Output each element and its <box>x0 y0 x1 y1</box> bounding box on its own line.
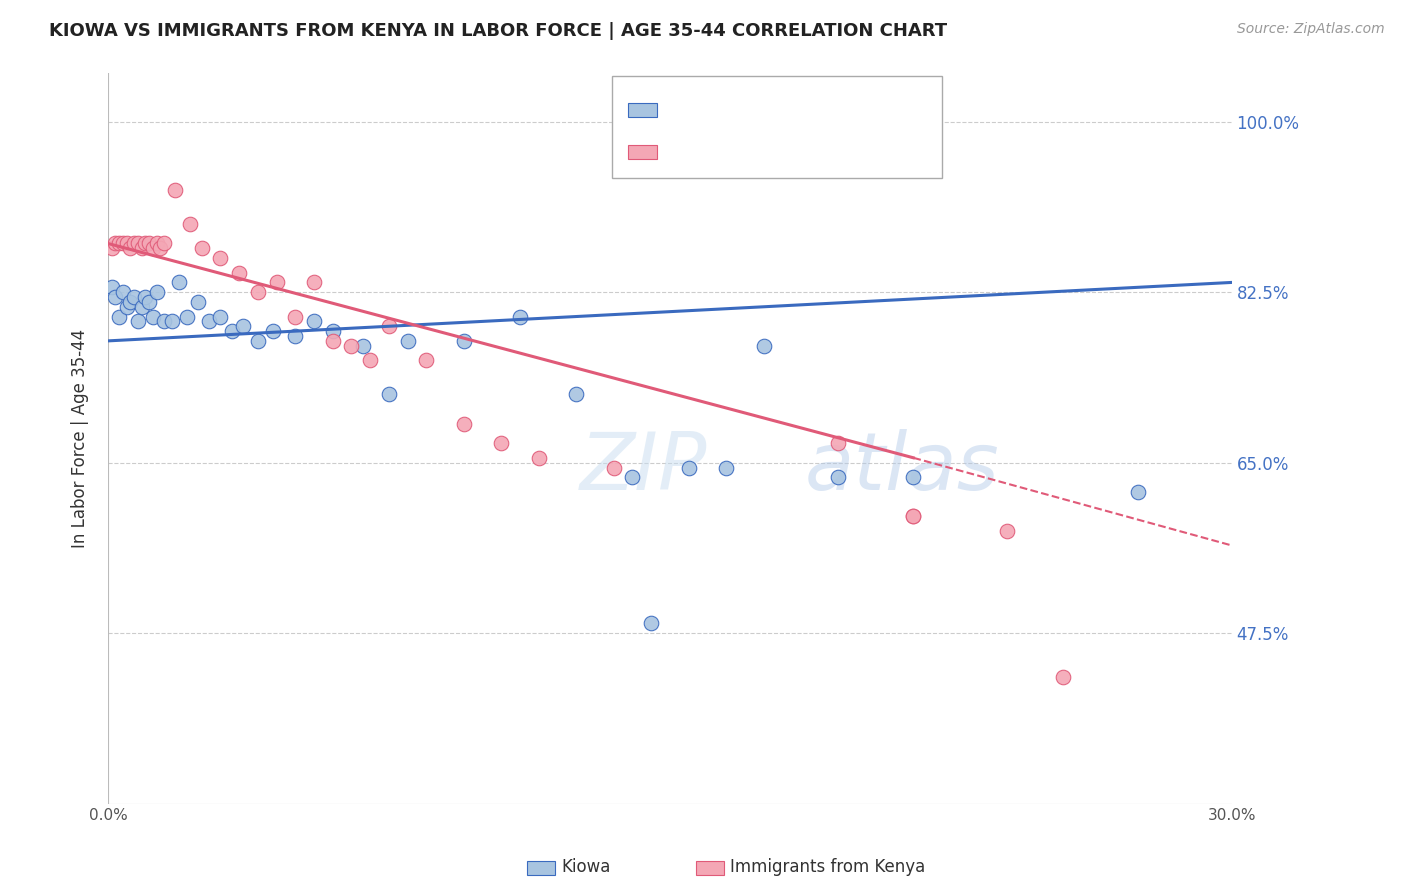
Point <box>302 276 325 290</box>
Text: Immigrants from Kenya: Immigrants from Kenya <box>730 858 925 876</box>
Point <box>120 241 142 255</box>
Point <box>228 266 250 280</box>
Point <box>127 236 149 251</box>
Text: N = 41: N = 41 <box>797 101 859 119</box>
Text: atlas: atlas <box>804 428 1000 507</box>
Point <box>509 310 531 324</box>
Point <box>108 310 131 324</box>
Point <box>1052 670 1074 684</box>
Point <box>153 236 176 251</box>
Point <box>160 314 183 328</box>
Point <box>104 290 127 304</box>
Point <box>827 436 849 450</box>
Point <box>179 217 201 231</box>
Point <box>453 417 475 431</box>
Point <box>131 300 153 314</box>
Point <box>120 294 142 309</box>
Point <box>322 324 344 338</box>
Point <box>415 353 437 368</box>
Point <box>827 470 849 484</box>
Point <box>232 319 254 334</box>
Point <box>284 329 307 343</box>
Point <box>131 241 153 255</box>
Point <box>142 310 165 324</box>
Point <box>640 616 662 631</box>
Point <box>134 236 156 251</box>
Point <box>165 183 187 197</box>
Text: R =: R = <box>668 101 699 119</box>
Point <box>134 290 156 304</box>
Point <box>262 324 284 338</box>
Point <box>115 236 138 251</box>
Point <box>149 241 172 255</box>
Point <box>221 324 243 338</box>
Point <box>209 251 232 265</box>
Point <box>246 285 269 300</box>
Point <box>167 276 190 290</box>
Point <box>322 334 344 348</box>
Point <box>111 285 134 300</box>
Point <box>142 241 165 255</box>
Text: R =: R = <box>668 143 699 161</box>
Point <box>340 339 363 353</box>
Point <box>752 339 775 353</box>
Point <box>359 353 381 368</box>
Text: N = 39: N = 39 <box>797 143 859 161</box>
Point <box>903 470 925 484</box>
Point <box>352 339 374 353</box>
Point <box>995 524 1018 538</box>
Point <box>138 294 160 309</box>
Text: Kiowa: Kiowa <box>561 858 610 876</box>
Point <box>621 470 644 484</box>
Point <box>108 236 131 251</box>
Text: -0.509: -0.509 <box>710 143 769 161</box>
Point <box>714 460 737 475</box>
Y-axis label: In Labor Force | Age 35-44: In Labor Force | Age 35-44 <box>72 329 89 548</box>
Point <box>115 300 138 314</box>
Point <box>678 460 700 475</box>
Point <box>100 280 122 294</box>
Point <box>122 236 145 251</box>
Text: ZIP: ZIP <box>579 428 707 507</box>
Point <box>491 436 513 450</box>
Text: KIOWA VS IMMIGRANTS FROM KENYA IN LABOR FORCE | AGE 35-44 CORRELATION CHART: KIOWA VS IMMIGRANTS FROM KENYA IN LABOR … <box>49 22 948 40</box>
Point <box>302 314 325 328</box>
Text: 0.115: 0.115 <box>710 101 773 119</box>
Point <box>903 509 925 524</box>
Point <box>127 314 149 328</box>
Point <box>378 387 401 401</box>
Point <box>187 294 209 309</box>
Point <box>903 509 925 524</box>
Text: Source: ZipAtlas.com: Source: ZipAtlas.com <box>1237 22 1385 37</box>
Point <box>190 241 212 255</box>
Point <box>176 310 198 324</box>
Point <box>396 334 419 348</box>
Point <box>138 236 160 251</box>
Point <box>453 334 475 348</box>
Point <box>734 114 756 128</box>
Point <box>145 285 167 300</box>
Point <box>266 276 288 290</box>
Point <box>246 334 269 348</box>
Point <box>284 310 307 324</box>
Point <box>111 236 134 251</box>
Point <box>378 319 401 334</box>
Point <box>145 236 167 251</box>
Point <box>209 310 232 324</box>
Point <box>198 314 221 328</box>
Point <box>153 314 176 328</box>
Point <box>1126 484 1149 499</box>
Point <box>100 241 122 255</box>
Point <box>565 387 588 401</box>
Point <box>527 450 550 465</box>
Point <box>602 460 624 475</box>
Point <box>104 236 127 251</box>
Point <box>122 290 145 304</box>
